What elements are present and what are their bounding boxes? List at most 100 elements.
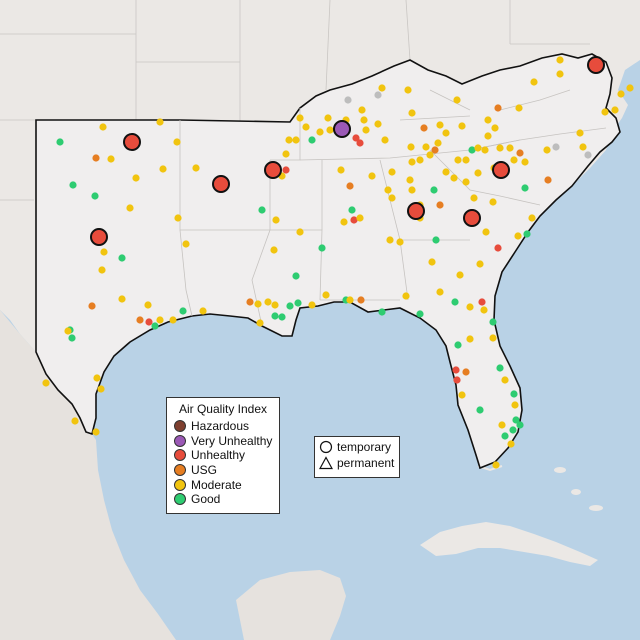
monitor-point (492, 461, 500, 469)
monitor-point (489, 318, 497, 326)
monitor-point (442, 168, 450, 176)
monitor-point (42, 379, 50, 387)
monitor-point (552, 143, 560, 151)
monitor-point (271, 312, 279, 320)
monitor-point (436, 201, 444, 209)
monitor-point (611, 106, 619, 114)
legend-label: USG (191, 463, 218, 478)
monitor-point (453, 376, 461, 384)
monitor-point (458, 391, 466, 399)
monitor-point (192, 164, 200, 172)
monitor-point (523, 230, 531, 238)
monitor-point (88, 302, 96, 310)
monitor-point (384, 186, 392, 194)
aqi-legend: Air Quality Index Hazardous Very Unhealt… (166, 397, 280, 514)
legend-item-usg: USG (167, 463, 279, 478)
legend-label: Unhealthy (191, 448, 246, 463)
monitor-point (496, 144, 504, 152)
monitor-point (512, 416, 520, 424)
monitor-point (256, 319, 264, 327)
monitor-point (491, 124, 499, 132)
monitor-point (454, 156, 462, 164)
monitor-point (481, 146, 489, 154)
good-swatch (174, 493, 186, 506)
monitor-point (388, 194, 396, 202)
monitor-point (99, 123, 107, 131)
monitor-point (132, 174, 140, 182)
monitor-point (100, 248, 108, 256)
monitor-points (42, 56, 634, 469)
legend-label: Very Unhealthy (191, 433, 273, 448)
legend-item-very-unhealthy: Very Unhealthy (167, 434, 279, 449)
monitor-point (350, 216, 358, 224)
monitor-point (474, 169, 482, 177)
monitor-point (173, 138, 181, 146)
monitor-point (107, 155, 115, 163)
monitor-point (514, 232, 522, 240)
monitor-point (346, 182, 354, 190)
monitor-point-large (123, 133, 141, 151)
very-unhealthy-swatch (174, 434, 186, 447)
usg-swatch (174, 464, 186, 477)
monitor-point (408, 109, 416, 117)
monitor-point (308, 136, 316, 144)
monitor-point (516, 149, 524, 157)
monitor-point (509, 426, 517, 434)
monitor-point (381, 136, 389, 144)
monitor-point (156, 118, 164, 126)
monitor-point (402, 292, 410, 300)
monitor-point (451, 298, 459, 306)
monitor-point (484, 116, 492, 124)
monitor-point (579, 143, 587, 151)
monitor-point (386, 236, 394, 244)
monitor-point (626, 84, 634, 92)
monitor-point (64, 327, 72, 335)
moderate-swatch (174, 478, 186, 491)
monitor-point (428, 258, 436, 266)
monitor-point (91, 192, 99, 200)
monitor-point (56, 138, 64, 146)
monitor-point (159, 165, 167, 173)
monitor-point (346, 296, 354, 304)
monitor-point-large (333, 120, 351, 138)
monitor-point (368, 172, 376, 180)
monitor-point (357, 296, 365, 304)
monitor-point (292, 272, 300, 280)
circle-icon (319, 440, 333, 454)
mexico-land (0, 310, 176, 640)
monitor-point (292, 136, 300, 144)
monitor-point (510, 156, 518, 164)
monitor-point (356, 139, 364, 147)
monitor-point (422, 143, 430, 151)
monitor-point (494, 244, 502, 252)
monitor-point-large (212, 175, 230, 193)
monitor-point (308, 301, 316, 309)
monitor-point (118, 254, 126, 262)
legend-label: Moderate (191, 477, 242, 492)
monitor-point (286, 302, 294, 310)
monitor-point (340, 218, 348, 226)
monitor-point (462, 368, 470, 376)
yucatan (236, 570, 346, 640)
monitor-point (337, 166, 345, 174)
monitor-point (484, 132, 492, 140)
monitor-point (69, 181, 77, 189)
monitor-point (344, 96, 352, 104)
monitor-point (436, 121, 444, 129)
monitor-point (494, 104, 502, 112)
monitor-point (480, 306, 488, 314)
monitor-point (145, 318, 153, 326)
monitor-point (324, 114, 332, 122)
monitor-point (246, 298, 254, 306)
monitor-point-large (492, 161, 510, 179)
monitor-point (362, 126, 370, 134)
monitor-point (93, 374, 101, 382)
monitor-point (506, 144, 514, 152)
monitor-point (270, 246, 278, 254)
monitor-point (576, 129, 584, 137)
legend-item-moderate: Moderate (167, 477, 279, 492)
monitor-point (151, 322, 159, 330)
legend-title: Air Quality Index (178, 402, 268, 416)
monitor-point (530, 78, 538, 86)
